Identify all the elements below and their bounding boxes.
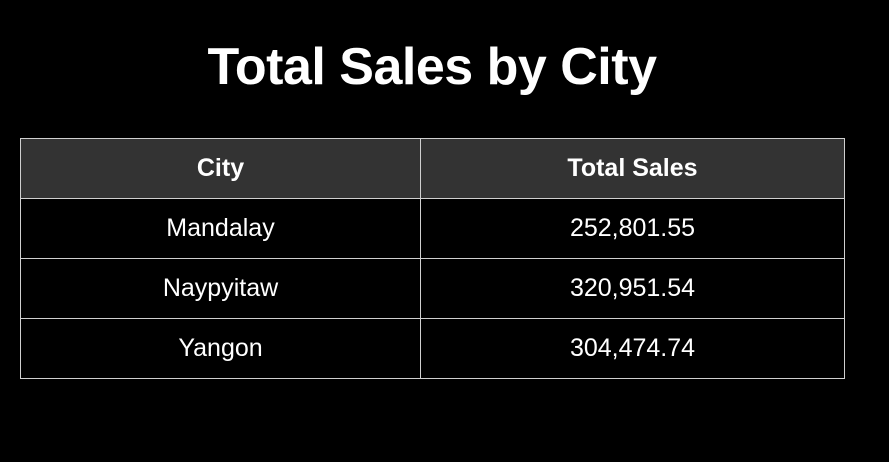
column-header-city: City (20, 138, 421, 199)
table-cell-total-sales: 304,474.74 (420, 318, 845, 379)
table-row: Yangon 304,474.74 (20, 318, 845, 379)
table-row: Naypyitaw 320,951.54 (20, 258, 845, 319)
table-row: Mandalay 252,801.55 (20, 198, 845, 259)
table-header-row: City Total Sales (20, 138, 845, 199)
column-header-total-sales: Total Sales (420, 138, 845, 199)
table-cell-city: Naypyitaw (20, 258, 421, 319)
table-cell-total-sales: 252,801.55 (420, 198, 845, 259)
sales-table: City Total Sales Mandalay 252,801.55 Nay… (20, 138, 845, 379)
table-cell-total-sales: 320,951.54 (420, 258, 845, 319)
table-cell-city: Mandalay (20, 198, 421, 259)
chart-title: Total Sales by City (207, 38, 657, 96)
table-cell-city: Yangon (20, 318, 421, 379)
